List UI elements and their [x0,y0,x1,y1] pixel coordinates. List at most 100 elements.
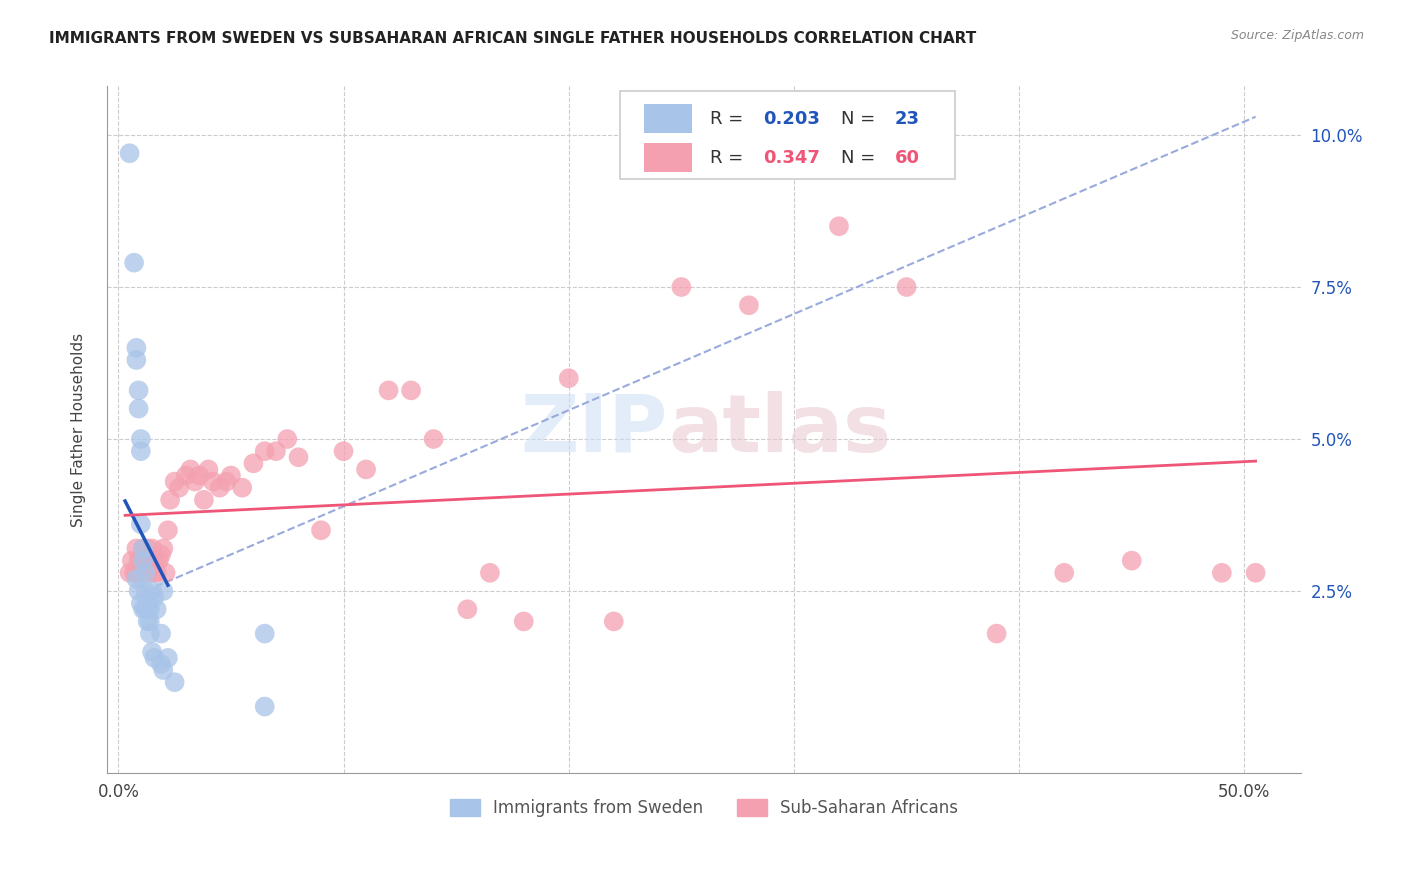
Point [129,517,152,532]
Point [156,651,179,665]
Point [456,602,478,616]
Point [159,492,181,507]
Point [125,353,148,368]
Point [139,602,162,616]
Point [738,298,761,312]
Point [132,541,155,556]
Point [215,475,238,489]
Text: IMMIGRANTS FROM SWEDEN VS SUBSAHARAN AFRICAN SINGLE FATHER HOUSEHOLDS CORRELATIO: IMMIGRANTS FROM SWEDEN VS SUBSAHARAN AFR… [49,31,976,46]
Point [1211,566,1233,580]
Text: 23: 23 [894,110,920,128]
Point [145,602,167,616]
Point [122,566,145,580]
Point [125,541,148,556]
Point [603,615,626,629]
Point [828,219,851,234]
Point [399,384,422,398]
Point [201,475,224,489]
Point [354,462,377,476]
Point [896,280,918,294]
Point [136,596,159,610]
Point [197,462,219,476]
Point [422,432,444,446]
Point [152,541,174,556]
Point [129,554,152,568]
Point [264,444,287,458]
Point [512,615,534,629]
FancyBboxPatch shape [644,144,692,172]
Point [986,626,1008,640]
Point [134,566,156,580]
Point [128,384,150,398]
Point [179,462,201,476]
Text: N =: N = [841,149,882,167]
Point [136,566,159,580]
Point [309,523,332,537]
Point [125,341,148,355]
FancyBboxPatch shape [620,91,955,179]
Point [276,432,298,446]
Point [150,626,173,640]
Point [163,675,186,690]
Point [134,554,156,568]
Point [145,566,167,580]
Point [136,541,159,556]
Point [1244,566,1267,580]
Point [132,554,155,568]
Point [121,554,143,568]
Text: Source: ZipAtlas.com: Source: ZipAtlas.com [1230,29,1364,42]
Point [122,255,145,269]
Legend: Immigrants from Sweden, Sub-Saharan Africans: Immigrants from Sweden, Sub-Saharan Afri… [443,792,965,823]
Point [128,401,150,416]
Point [152,663,174,677]
Point [118,146,141,161]
Point [125,566,148,580]
Point [139,554,162,568]
FancyBboxPatch shape [644,104,692,134]
Y-axis label: Single Father Households: Single Father Households [72,333,86,527]
Point [671,280,693,294]
Point [134,602,156,616]
Point [143,651,166,665]
Point [143,554,166,568]
Point [139,626,162,640]
Point [1053,566,1076,580]
Text: 60: 60 [894,149,920,167]
Point [143,566,166,580]
Point [141,541,163,556]
Point [188,468,211,483]
Point [152,584,174,599]
Point [253,444,276,458]
Point [155,566,177,580]
Point [129,432,152,446]
Point [242,456,264,470]
Point [208,481,231,495]
Point [132,541,155,556]
Point [139,615,162,629]
Point [148,554,170,568]
Point [184,475,207,489]
Text: 0.347: 0.347 [763,149,821,167]
Point [156,523,179,537]
Point [134,584,156,599]
Point [193,492,215,507]
Point [136,615,159,629]
Point [128,554,150,568]
Point [141,584,163,599]
Point [253,699,276,714]
Point [163,475,186,489]
Point [287,450,309,465]
Point [129,444,152,458]
Point [478,566,501,580]
Text: 0.203: 0.203 [763,110,821,128]
Point [129,596,152,610]
Point [128,584,150,599]
Point [118,566,141,580]
Point [219,468,242,483]
Point [377,384,399,398]
Point [1121,554,1143,568]
Point [143,590,166,604]
Point [167,481,190,495]
Text: R =: R = [710,110,749,128]
Text: atlas: atlas [668,391,891,469]
